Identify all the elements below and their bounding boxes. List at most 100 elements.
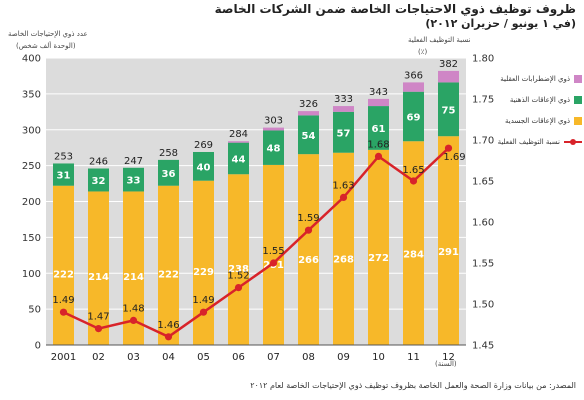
rate-value-label: 1.48 <box>122 303 144 314</box>
x-tick-label: 06 <box>232 352 245 363</box>
x-tick-label: 02 <box>92 352 105 363</box>
total-value-label: 269 <box>194 140 213 151</box>
legend-label-intellectual: ذوي الإعاقات الذهنية <box>509 96 570 104</box>
rate-point <box>409 177 418 185</box>
right-tick-label: 1.65 <box>472 177 494 188</box>
bar-physical <box>88 191 109 345</box>
bar-mental <box>403 82 424 92</box>
intellectual-value-label: 32 <box>92 176 106 187</box>
left-tick-label: 250 <box>22 161 41 172</box>
physical-value-label: 291 <box>438 247 459 258</box>
bar-intellectual <box>193 151 214 181</box>
total-value-label: 303 <box>264 116 283 127</box>
left-axis-unit: (الوحدة ألف شخص) <box>16 42 76 50</box>
x-tick-label: 04 <box>162 352 175 363</box>
x-tick-label: 10 <box>372 352 385 363</box>
bar-physical <box>123 191 144 345</box>
bar-mental <box>298 111 319 116</box>
legend-item-intellectual: ذوي الإعاقات الذهنية <box>478 93 582 107</box>
rate-point <box>164 333 173 341</box>
physical-value-label: 272 <box>368 253 389 264</box>
rate-value-label: 1.46 <box>157 320 179 331</box>
right-tick-label: 1.50 <box>472 300 494 311</box>
rate-point <box>129 316 138 324</box>
physical-value-label: 222 <box>53 269 74 280</box>
rate-point <box>444 144 453 152</box>
legend-item-mental: ذوي الإضطرابات العقلية <box>478 72 582 86</box>
right-tick-label: 1.45 <box>472 341 494 352</box>
bar-intellectual <box>263 130 284 165</box>
total-value-label: 343 <box>369 87 388 98</box>
rate-value-label: 1.49 <box>52 295 74 306</box>
bar-intellectual <box>438 82 459 137</box>
legend-item-physical: ذوي الإعاقات الجسدية <box>478 114 582 128</box>
left-tick-label: 350 <box>22 89 41 100</box>
physical-value-label: 214 <box>123 272 144 283</box>
rate-point <box>269 259 278 267</box>
intellectual-value-label: 48 <box>267 144 281 155</box>
rate-point <box>374 152 383 160</box>
right-tick-label: 1.60 <box>472 218 494 229</box>
legend-label-physical: ذوي الإعاقات الجسدية <box>505 117 570 125</box>
bar-physical <box>298 154 319 345</box>
bar-intellectual <box>368 106 389 150</box>
total-value-label: 333 <box>334 94 353 105</box>
intellectual-value-label: 40 <box>197 162 211 173</box>
bar-physical <box>228 174 249 345</box>
x-tick-label: 2001 <box>51 352 76 363</box>
legend-swatch-intellectual <box>574 96 582 104</box>
right-axis-unit: (٪) <box>418 48 428 56</box>
rate-value-label: 1.59 <box>297 213 319 224</box>
left-tick-label: 100 <box>22 269 41 280</box>
legend-swatch-physical <box>574 117 582 125</box>
intellectual-value-label: 75 <box>442 105 456 116</box>
bar-intellectual <box>298 115 319 155</box>
bar-intellectual <box>88 168 109 192</box>
x-tick-label: 05 <box>197 352 210 363</box>
rate-point <box>304 226 313 234</box>
physical-value-label: 238 <box>228 264 249 275</box>
bar-physical <box>263 164 284 345</box>
intellectual-value-label: 31 <box>57 171 71 182</box>
legend-swatch-mental <box>574 75 582 83</box>
total-value-label: 246 <box>89 156 108 167</box>
legend-label-rate: نسبة التوظيف الفعلية <box>497 138 560 146</box>
bar-mental <box>228 141 249 143</box>
right-tick-label: 1.80 <box>472 54 494 65</box>
rate-point <box>59 308 68 316</box>
left-tick-label: 150 <box>22 233 41 244</box>
x-tick-label: 03 <box>127 352 140 363</box>
total-value-label: 284 <box>229 129 248 140</box>
legend-label-mental: ذوي الإضطرابات العقلية <box>500 75 570 83</box>
rate-value-label: 1.69 <box>443 152 465 163</box>
physical-value-label: 214 <box>88 272 109 283</box>
rate-value-label: 1.68 <box>367 139 389 150</box>
left-tick-label: 0 <box>35 341 41 352</box>
total-value-label: 382 <box>439 59 458 70</box>
bar-mental <box>368 98 389 107</box>
bar-physical <box>53 185 74 345</box>
x-tick-label: 08 <box>302 352 315 363</box>
right-axis-label: نسبة التوظيف الفعلية <box>408 36 471 44</box>
rate-value-label: 1.63 <box>332 180 354 191</box>
x-tick-label: 07 <box>267 352 280 363</box>
left-tick-label: 50 <box>28 305 41 316</box>
physical-value-label: 222 <box>158 269 179 280</box>
rate-value-label: 1.47 <box>87 312 109 323</box>
bar-mental <box>333 106 354 112</box>
physical-value-label: 268 <box>333 254 354 265</box>
bar-physical <box>403 141 424 345</box>
intellectual-value-label: 44 <box>232 154 246 165</box>
right-tick-label: 1.55 <box>472 259 494 270</box>
bar-mental <box>438 70 459 83</box>
left-tick-label: 300 <box>22 125 41 136</box>
intellectual-value-label: 36 <box>162 169 176 180</box>
rate-value-label: 1.52 <box>227 271 249 282</box>
legend-item-rate: نسبة التوظيف الفعلية <box>478 135 582 149</box>
left-tick-label: 400 <box>22 54 41 65</box>
x-axis-unit: (السنة) <box>435 360 457 368</box>
chart-subtitle: (في ١ يونيو / حزيران ٢٠١٢) <box>425 17 576 30</box>
bar-physical <box>158 185 179 345</box>
right-tick-label: 1.75 <box>472 95 494 106</box>
